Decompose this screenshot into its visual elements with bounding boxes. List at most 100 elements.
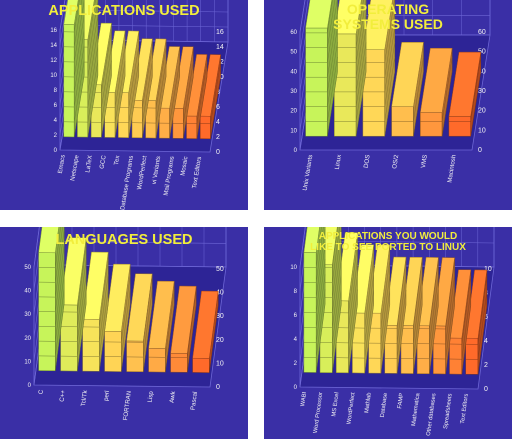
right-tick-label: 40	[216, 290, 224, 297]
category-label: Database	[380, 392, 389, 417]
right-tick-label: 40	[478, 68, 486, 75]
bar	[334, 0, 367, 137]
category-label: Linux	[334, 153, 343, 170]
category-label: FORTRAN	[122, 390, 133, 420]
chart-svg: 02468101214160246810121416EmacsNetscapeL…	[0, 0, 248, 210]
bar	[433, 257, 455, 375]
category-label: Emacs	[57, 154, 67, 174]
left-tick-label: 40	[290, 69, 297, 75]
bar	[416, 257, 439, 375]
category-label: vi Variants	[151, 156, 163, 185]
bar	[60, 237, 87, 372]
category-label: Mosaic	[179, 156, 189, 176]
right-tick-label: 16	[216, 29, 224, 36]
left-tick-label: 0	[294, 148, 298, 154]
right-tick-label: 50	[478, 49, 486, 56]
bar	[148, 280, 175, 373]
category-label: OS/2	[391, 154, 400, 170]
category-label: VMS	[420, 154, 429, 168]
chart-title: APPLICATIONS YOU WOULD LIKE TO SEE PORTE…	[310, 231, 466, 253]
bar	[82, 251, 109, 372]
left-tick-label: 30	[24, 312, 31, 318]
chart-title: APPLICATIONS USED	[48, 3, 200, 19]
category-label: Tcl/Tk	[80, 389, 89, 407]
left-tick-label: 30	[290, 89, 297, 95]
chart-panel-operating-systems-used: 0 10 20 30 40 50 60 0 10 20 30 40 50 60 Unix Variants L…	[264, 0, 512, 210]
left-tick-label: 6	[294, 313, 298, 319]
right-tick-label: 0	[216, 149, 220, 156]
chart-title: OPERATING SYSTEMS USED	[333, 1, 443, 33]
chart-panel-applications-used: 02468101214160246810121416EmacsNetscapeL…	[0, 0, 248, 210]
category-label: WABI	[300, 391, 308, 407]
right-tick-label: 2	[484, 362, 488, 369]
left-tick-label: 4	[54, 118, 58, 124]
left-tick-label: 8	[294, 289, 298, 295]
gridline	[299, 0, 309, 52]
right-tick-label: 30	[478, 88, 486, 95]
category-label: Word Processor	[313, 392, 324, 434]
right-tick-label: 0	[216, 384, 220, 391]
right-tick-label: 50	[216, 266, 224, 273]
left-tick-label: 10	[50, 73, 57, 79]
left-tick-label: 50	[290, 50, 297, 56]
chart-svg: 0 10 20 30 40 50 0 10 20 30 40 50 C C++ Tcl/Tk perl FORT…	[0, 227, 248, 439]
category-label: Pascal	[190, 391, 199, 410]
right-tick-label: 10	[484, 266, 492, 273]
category-label: C	[37, 389, 45, 395]
category-label: C++	[58, 389, 67, 402]
bar	[400, 256, 423, 374]
left-tick-label: 10	[290, 128, 297, 134]
category-label: Other databases	[426, 393, 438, 436]
right-tick-label: 10	[216, 360, 224, 367]
right-tick-label: 6	[216, 104, 220, 111]
left-tick-label: 0	[294, 385, 298, 391]
bar	[465, 269, 488, 375]
bar	[420, 47, 453, 137]
left-tick-label: 8	[54, 88, 58, 94]
category-label: Spreadsheets	[443, 393, 454, 429]
left-tick-label: 10	[24, 359, 31, 365]
right-tick-label: 60	[478, 29, 486, 36]
right-tick-label: 30	[216, 313, 224, 320]
left-tick-label: 20	[24, 336, 31, 342]
right-tick-label: 20	[478, 108, 486, 115]
right-tick-label: 0	[478, 147, 482, 154]
left-tick-label: 40	[24, 289, 31, 295]
bar	[391, 42, 424, 137]
category-label: Netscape	[69, 154, 80, 181]
left-tick-label: 2	[54, 133, 58, 139]
left-tick-label: 50	[24, 265, 31, 271]
category-label: WordPerfect	[346, 392, 356, 425]
right-tick-label: 14	[216, 44, 224, 51]
bar	[170, 285, 197, 373]
bar	[199, 54, 221, 140]
left-tick-label: 14	[50, 43, 57, 49]
category-label: Text Editors	[460, 393, 470, 424]
bar	[448, 51, 482, 137]
left-tick-label: 12	[50, 58, 57, 64]
bar	[63, 0, 85, 138]
chart-panel-languages-used: 0 10 20 30 40 50 0 10 20 30 40 50 C C++ Tcl/Tk perl FORT…	[0, 227, 248, 439]
left-tick-label: 2	[294, 361, 298, 367]
right-tick-label: 0	[484, 386, 488, 393]
bar	[303, 227, 326, 373]
category-label: Lisp	[147, 390, 156, 403]
bar	[384, 256, 407, 374]
category-label: MS Excel	[331, 392, 340, 417]
category-label: perl	[103, 390, 111, 401]
left-tick-label: 16	[50, 28, 57, 34]
bar	[186, 54, 208, 139]
category-label: Awk	[169, 390, 178, 403]
left-tick-label: 10	[290, 265, 297, 271]
left-tick-label: 4	[294, 337, 298, 343]
left-tick-label: 0	[28, 383, 32, 389]
category-label: Mathlab	[364, 392, 373, 413]
left-tick-label: 60	[290, 30, 297, 36]
bar	[126, 273, 153, 373]
bar	[192, 290, 219, 373]
category-label: Tex	[113, 154, 122, 166]
left-tick-label: 0	[54, 148, 58, 154]
